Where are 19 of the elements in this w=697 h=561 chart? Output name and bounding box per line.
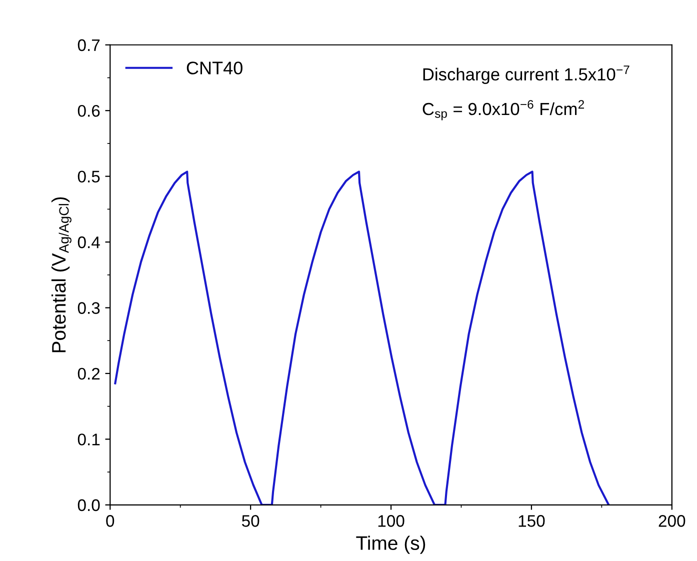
x-tick-label: 200 bbox=[658, 515, 686, 527]
x-tick-label: 100 bbox=[378, 515, 404, 527]
x-tick-label: 0 bbox=[106, 515, 114, 527]
x-tick-label: 150 bbox=[518, 515, 545, 527]
x-tick-label: 50 bbox=[242, 515, 260, 527]
y-tick-label: 0.3 bbox=[78, 302, 100, 314]
annotation: C$_{sp}$ = 9.0x10$^{−6}$ F/cm$^{2}$ bbox=[422, 100, 584, 120]
y-tick-label: 0.5 bbox=[78, 170, 100, 183]
annotation: Discharge current 1.5x10$^{−7}$ bbox=[423, 66, 630, 84]
y-tick-label: 0.2 bbox=[78, 368, 100, 380]
line-series bbox=[114, 170, 610, 505]
y-tick-label: 0.7 bbox=[78, 39, 100, 52]
y-tick-label: 0.1 bbox=[78, 434, 100, 446]
y-tick-label: 0.6 bbox=[78, 105, 100, 117]
y-tick-label: 0.4 bbox=[78, 236, 100, 248]
legend-label: CNT40 bbox=[186, 62, 242, 74]
x-axis-title: Time (s) bbox=[356, 536, 426, 554]
y-tick-label: 0.0 bbox=[78, 499, 100, 512]
y-axis-title: Potential (V$_{Ag/AgCl}$) bbox=[51, 197, 72, 352]
